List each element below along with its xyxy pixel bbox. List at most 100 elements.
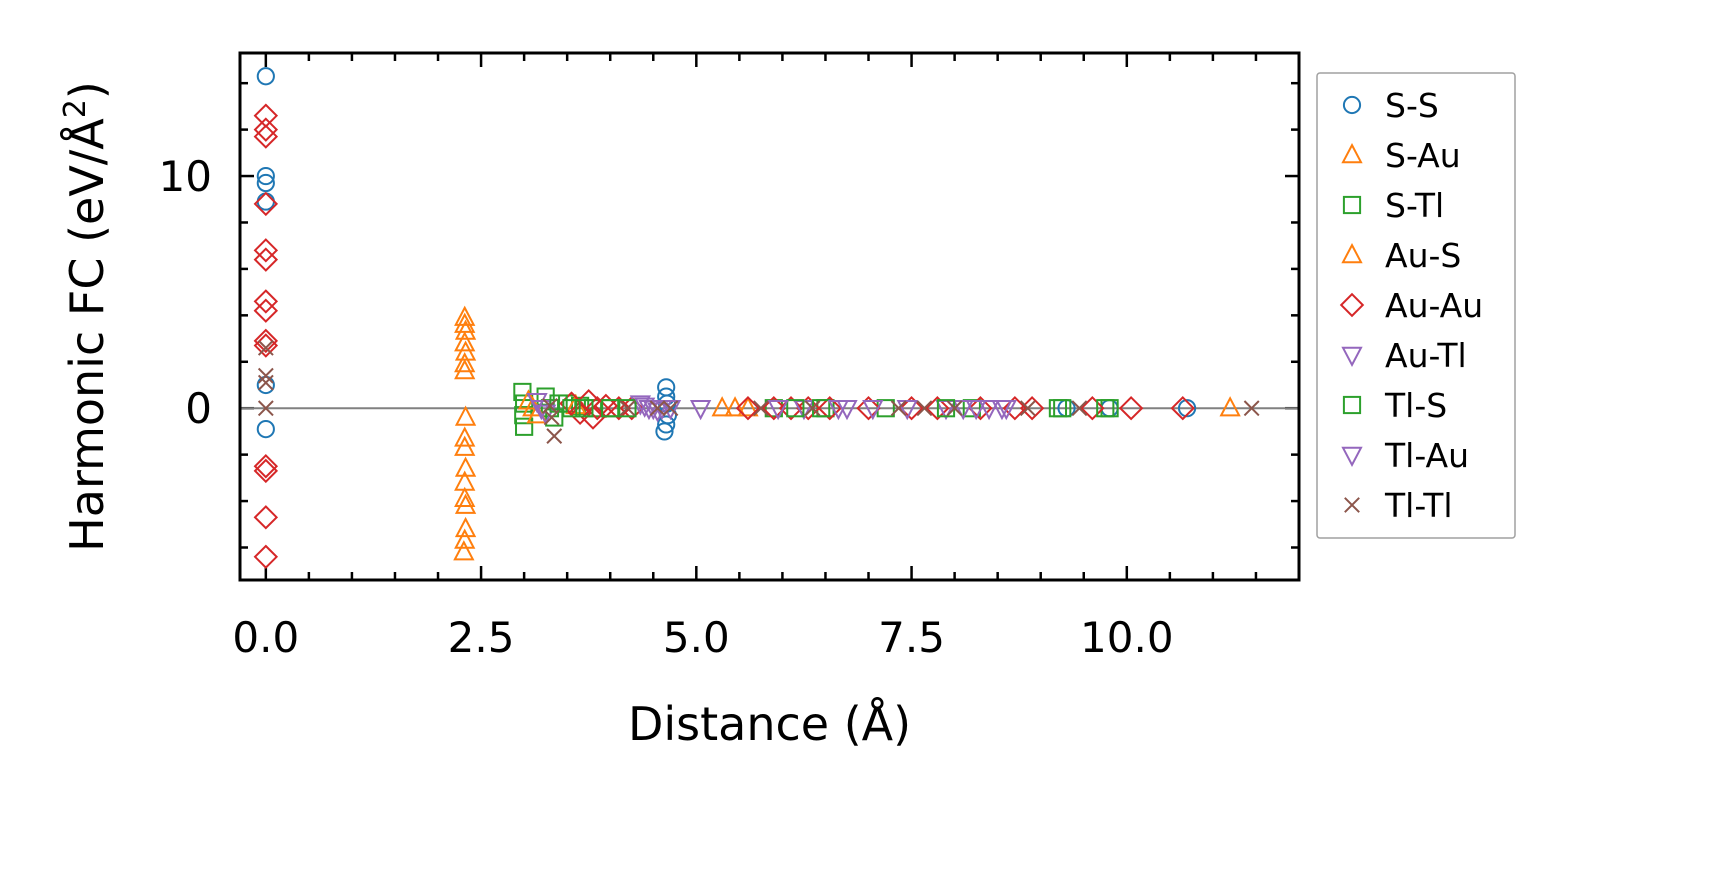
data-point	[253, 124, 279, 149]
data-point	[575, 399, 594, 418]
data-point	[991, 400, 1013, 421]
data-point	[256, 192, 275, 211]
data-point	[817, 395, 842, 421]
data-point	[1071, 400, 1088, 417]
data-point	[862, 400, 884, 421]
data-point	[649, 400, 666, 417]
data-point	[978, 400, 1000, 421]
data-point	[890, 400, 907, 417]
x-tick-label: 10.0	[1080, 613, 1174, 662]
legend-marker	[1342, 95, 1362, 115]
data-point	[454, 426, 476, 447]
data-point	[256, 166, 275, 186]
legend-entry: S-S	[1342, 86, 1439, 125]
data-point	[256, 375, 275, 395]
data-point	[601, 399, 620, 418]
data-point	[253, 454, 279, 479]
data-point	[253, 458, 279, 484]
plot-frame	[238, 51, 1301, 582]
y-axis-label-superscript: 2	[58, 99, 93, 118]
data-point	[454, 516, 477, 538]
data-point	[655, 422, 674, 441]
series-s-au	[453, 305, 1241, 561]
tick-labels: 0.0 2.5 5.0 7.5 10.0 0 10	[159, 152, 1174, 662]
legend-marker	[1341, 446, 1363, 468]
data-point	[804, 400, 821, 417]
legend-entry: Tl-Tl	[1344, 486, 1453, 525]
legend-label: Tl-Au	[1384, 436, 1469, 475]
data-point	[256, 173, 275, 193]
data-point	[965, 400, 987, 421]
data-point	[454, 528, 476, 549]
data-point	[1243, 400, 1260, 417]
data-point	[253, 191, 279, 217]
data-point	[454, 340, 477, 361]
data-point	[454, 435, 476, 456]
legend-label: S-Au	[1385, 136, 1461, 175]
legend-entry: S-Tl	[1342, 186, 1444, 225]
data-point	[534, 404, 557, 425]
data-point	[1053, 399, 1072, 418]
x-axis-label: Distance (Å)	[628, 697, 911, 751]
data-point	[856, 395, 881, 421]
data-point	[257, 339, 274, 356]
data-point	[515, 417, 534, 436]
x-tick-label: 0.0	[232, 613, 299, 662]
data-point	[1170, 395, 1195, 421]
legend-box	[1316, 72, 1516, 539]
data-point	[454, 352, 476, 373]
legend-label: Tl-S	[1384, 386, 1447, 425]
legend-label: S-Tl	[1385, 186, 1444, 225]
data-point	[513, 382, 532, 402]
data-point	[778, 395, 804, 421]
y-tick-label: 0	[185, 384, 212, 433]
data-point	[253, 505, 279, 530]
data-point	[256, 67, 275, 86]
data-point	[786, 399, 805, 418]
data-point	[253, 117, 279, 142]
legend-marker	[1341, 142, 1363, 164]
data-point	[257, 374, 274, 391]
data-point	[1177, 399, 1197, 418]
legend-entry: Au-Tl	[1341, 336, 1467, 375]
series-s-s	[256, 67, 1197, 441]
series-tl-s	[549, 394, 1115, 418]
data-point	[454, 493, 477, 514]
legend-entry: Au-Au	[1339, 286, 1483, 325]
data-point	[253, 238, 279, 263]
data-point	[253, 328, 279, 354]
data-point	[1080, 395, 1105, 421]
legend-entry: Au-S	[1341, 236, 1461, 275]
legend-marker	[1341, 242, 1363, 264]
y-axis-label: Harmonic FC (eV/Å2)	[58, 81, 114, 552]
legend-entry: Tl-Au	[1341, 436, 1469, 475]
x-tick-label: 5.0	[663, 613, 730, 662]
legend-label: Tl-Tl	[1384, 486, 1453, 525]
data-point	[1019, 400, 1036, 417]
data-point	[1096, 399, 1115, 418]
data-point	[761, 395, 787, 421]
legend-entry: S-Au	[1341, 136, 1461, 175]
legend-marker	[1342, 395, 1362, 415]
y-axis-label-base: Harmonic FC (eV/Å	[60, 118, 114, 552]
data-point	[735, 395, 761, 421]
data-point	[253, 247, 279, 272]
data-point	[253, 289, 279, 314]
data-point	[752, 400, 769, 417]
data-point	[896, 400, 918, 421]
data-point	[827, 400, 850, 421]
legend-entry: Tl-S	[1342, 386, 1447, 425]
data-point	[916, 400, 933, 417]
data-point	[454, 359, 476, 380]
legend-marker	[1342, 195, 1362, 215]
data-point	[256, 419, 275, 439]
data-point	[585, 395, 610, 421]
legend-marker	[1339, 292, 1365, 318]
data-point	[257, 367, 274, 384]
data-point	[689, 400, 712, 421]
data-point	[1118, 395, 1144, 421]
data-point	[454, 486, 476, 507]
data-point	[253, 298, 279, 323]
legend-marker	[1344, 497, 1360, 513]
x-tick-label: 2.5	[448, 613, 515, 662]
